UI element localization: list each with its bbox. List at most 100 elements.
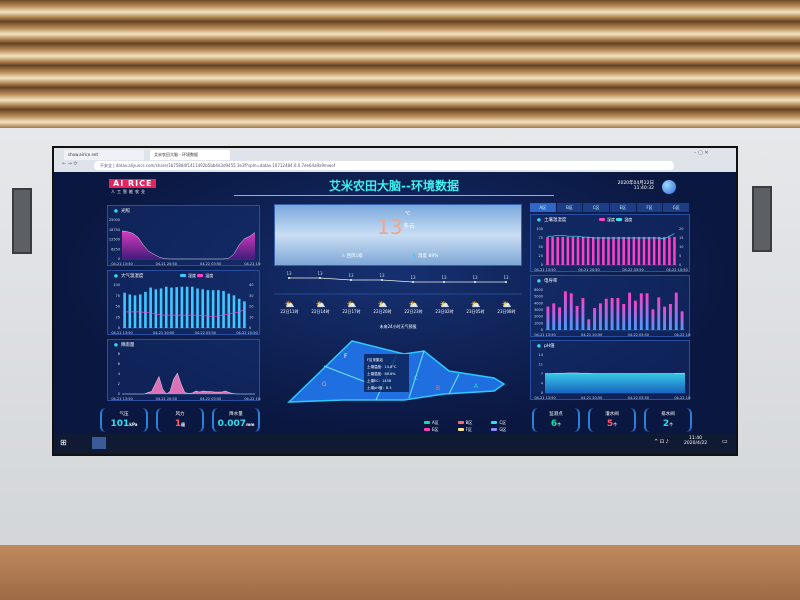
stat-label: 灌水阀 [605, 412, 619, 417]
forecast-item: ⛅ 23日08时 [493, 300, 521, 315]
windows-start-icon[interactable]: ⊞ [60, 438, 67, 447]
legend-humidity: 湿度 [188, 273, 196, 278]
atmosphere-chart: 0 25 50 75 100 0 10 20 30 40 04-21 13:50 04-21 20:5… [111, 283, 257, 335]
x-tick-label: 04-22 03:50 [628, 333, 649, 337]
soil-humidity-bar [637, 236, 641, 265]
panel-title: 降雨量 [114, 342, 135, 348]
ec-bar [663, 306, 667, 330]
y-tick-label: 100 [113, 283, 120, 287]
map-legend-item[interactable]: A区 [424, 420, 457, 426]
forecast-label: 未来24小时天气预报 [379, 324, 417, 329]
legend: 湿度 温度 [180, 273, 213, 279]
soil-humidity-bar [571, 236, 575, 265]
stat-card: 监测点 6个 [532, 408, 580, 432]
rain-area-line [122, 372, 255, 395]
page-title: 艾米农田大脑--环境数据 [329, 179, 459, 193]
forecast-item: ⛅ 23日05时 [462, 300, 490, 315]
popup-title: F区采集站 [367, 357, 384, 362]
light-area [122, 230, 255, 259]
notification-icon[interactable]: ▭ [722, 438, 728, 445]
temp-unit: ℃ [405, 211, 411, 217]
x-tick-label: 04-21 20:50 [578, 268, 599, 272]
forecast-time: 22日17时 [342, 309, 361, 314]
humidity-bar [211, 290, 215, 328]
zone-C[interactable]: C [414, 375, 418, 382]
zone-A[interactable]: A [474, 383, 479, 390]
x-tick-label: 04-21 13:50 [111, 262, 132, 266]
forecast-item: ⛅ 22日20时 [369, 300, 397, 315]
taskbar-clock[interactable]: 11:40 2020/4/22 [684, 436, 707, 446]
forecast-point [288, 277, 290, 279]
forecast-point [319, 277, 321, 279]
zone-tab[interactable]: G区 [663, 203, 690, 212]
x-tick-label: 04-22 03:50 [195, 331, 216, 335]
rain-area [122, 373, 255, 394]
forecast-time: 22日11时 [280, 309, 299, 314]
video-wall-screen: show.airice.net 艾米农田大脑 - 环境数据 ← → ⟳ 不安全 … [52, 146, 738, 456]
zone-F[interactable]: F [344, 353, 348, 360]
stat-card: 风力 1级 [156, 408, 204, 432]
browser-chrome: show.airice.net 艾米农田大脑 - 环境数据 ← → ⟳ 不安全 … [54, 148, 736, 172]
browser-tab-1[interactable]: show.airice.net [64, 150, 144, 160]
tray-icons[interactable]: ^ ⊡ ♪ [654, 439, 669, 445]
right-stats: 监测点 6个 灌水阀 5个 排水阀 2个 [532, 408, 692, 432]
ec-bar [639, 293, 643, 330]
zone-B[interactable]: B [436, 385, 440, 392]
humidity-bar [185, 286, 189, 328]
taskbar-browser-icon[interactable] [92, 437, 106, 449]
zone-tab[interactable]: A区 [530, 203, 557, 212]
x-tick-label: 04-22 10:50 [674, 333, 691, 337]
soil-chart: 0 25 50 75 100 0 5 10 15 20 04-21 13:50 04-21 20:50… [534, 227, 687, 272]
map-legend-item[interactable]: F区 [457, 427, 491, 433]
forecast-temp-label: 13 [379, 273, 385, 278]
zone-tab[interactable]: F区 [636, 203, 664, 212]
soil-humidity-bar [647, 236, 651, 265]
zone-tab[interactable]: B区 [556, 203, 584, 212]
weather-card: 13 ℃ 多云 ⚠ 西风1级 💧 湿度 89% [274, 204, 522, 266]
ceiling [0, 0, 800, 128]
forecast-time: 23日08时 [497, 309, 516, 314]
map-legend-item[interactable]: B区 [457, 420, 491, 426]
zone-G[interactable]: G [322, 381, 327, 388]
y-tick-label: 25 [539, 254, 543, 258]
zone-tab[interactable]: C区 [583, 203, 610, 212]
forecast-row: ⛅ 22日11时 ⛅ 22日14时 ⛅ 22日17时 ⛅ 22日20时 ⛅ 22日23时 ⛅ 23日0… [274, 300, 522, 315]
map-legend-item[interactable]: C区 [491, 420, 524, 426]
title-underline [234, 192, 554, 196]
x-tick-label: 04-21 20:50 [156, 397, 177, 401]
soil-humidity-bar [556, 236, 559, 265]
date: 2020年04月22日 [617, 181, 654, 186]
cloud-sun-icon: ⛅ [501, 300, 512, 309]
left-speaker [12, 188, 32, 254]
panel-title: 电导率 [537, 278, 558, 284]
y-tick-label: 75 [539, 236, 543, 240]
forecast-time: 22日14时 [311, 309, 330, 314]
forecast-time: 22日20时 [373, 309, 392, 314]
address-bar[interactable]: 不安全 | datav.aliyuncs.com/share/1b75884f1… [94, 161, 674, 170]
y-tick-label: 100 [536, 227, 543, 231]
logo-subtitle: 人工智能农业 [111, 189, 147, 194]
ec-bar [563, 291, 567, 330]
forecast-temp-label: 13 [472, 275, 478, 280]
y-tick-label: 7 [541, 372, 543, 376]
cloud-sun-icon: ⛅ [315, 300, 326, 309]
forecast-item: ⛅ 22日23时 [400, 300, 428, 315]
y-tick-label: 18750 [109, 228, 120, 232]
humidity-bar [159, 288, 163, 328]
x-tick-label: 04-21 20:50 [153, 331, 174, 335]
map-legend-item[interactable]: E区 [424, 427, 457, 433]
stat-label: 监测点 [549, 412, 563, 417]
popup-line: 土壤温度：14.8°C [367, 364, 397, 369]
zone-tab[interactable]: E区 [610, 203, 637, 212]
stat-value: 1级 [174, 419, 186, 429]
soil-humidity-bar [673, 236, 676, 265]
nav-buttons[interactable]: ← → ⟳ [62, 161, 78, 167]
map-legend-item[interactable]: G区 [491, 427, 524, 433]
humidity-bar [237, 298, 241, 328]
window-controls[interactable]: – ▢ ✕ [694, 150, 709, 156]
y-tick-label: 3000 [534, 308, 543, 312]
browser-tab-2[interactable]: 艾米农田大脑 - 环境数据 [150, 150, 230, 160]
globe-icon [662, 180, 676, 194]
taskbar: ⊞ ^ ⊡ ♪ 11:40 2020/4/22 ▭ [54, 434, 736, 454]
popup-line: 土壤湿度：89.6% [367, 371, 396, 376]
